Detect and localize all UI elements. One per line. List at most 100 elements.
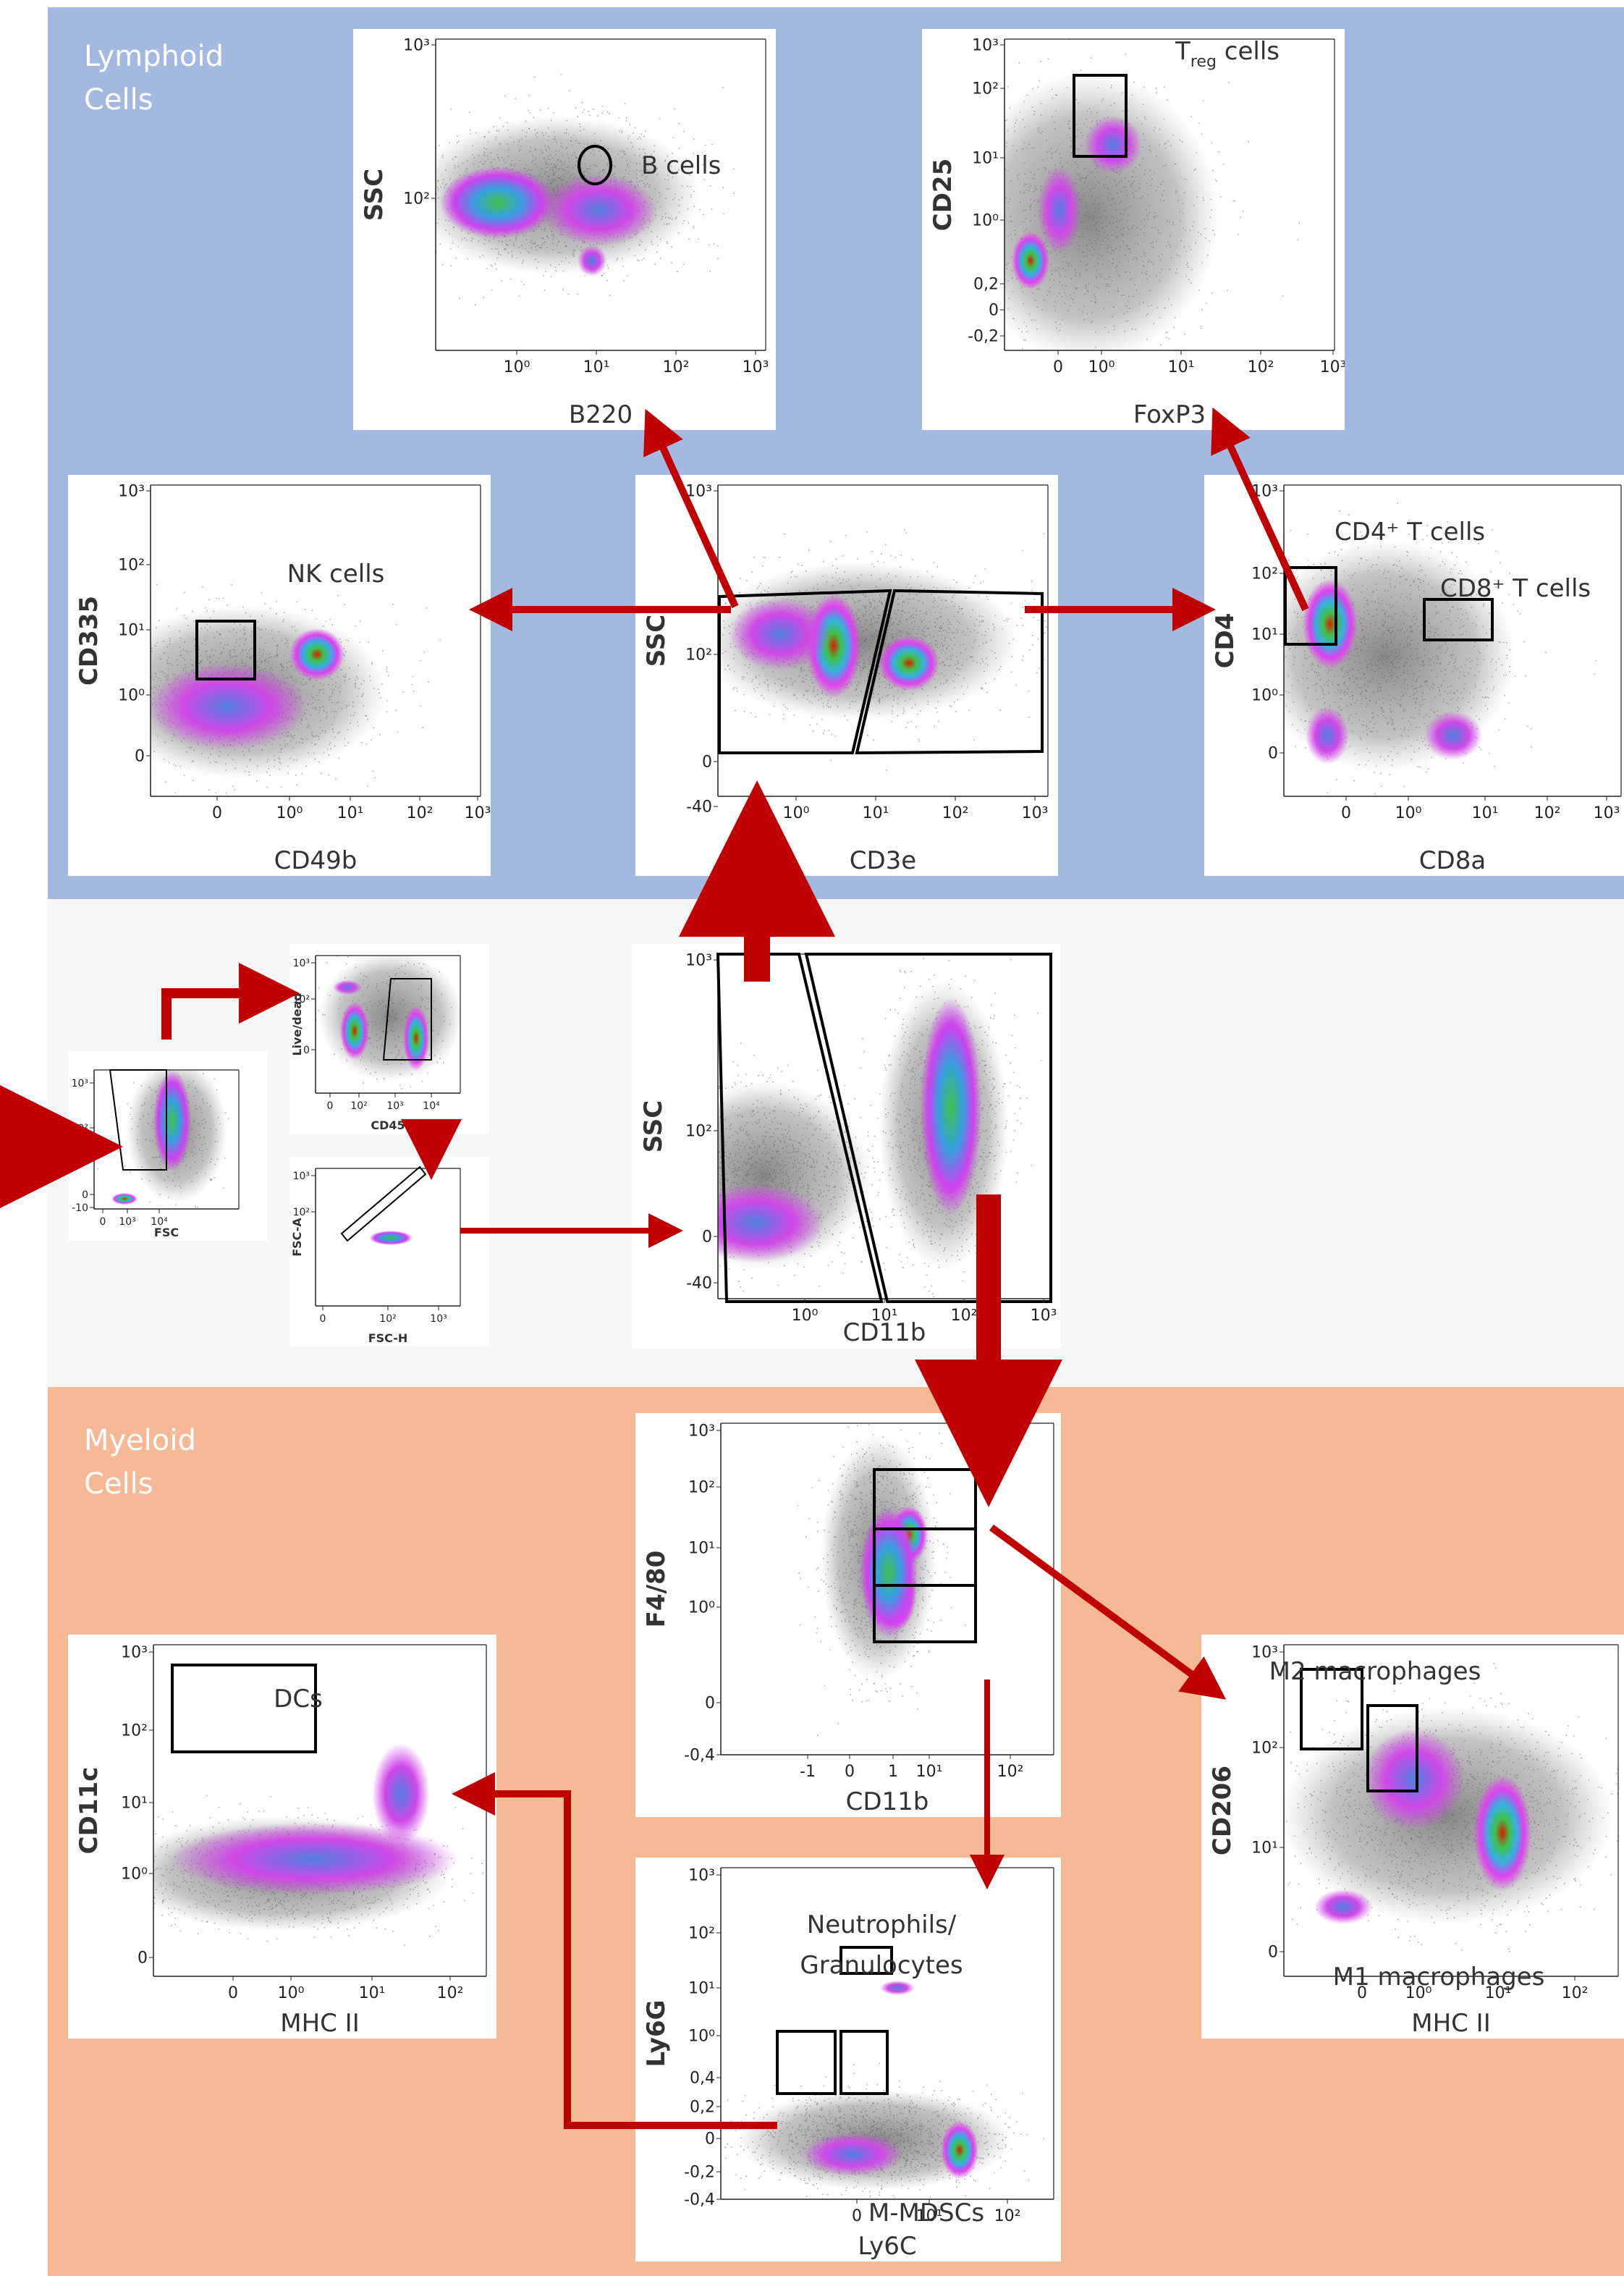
x-axis-label: B220	[569, 400, 633, 429]
x-tick-label: 0	[1357, 1984, 1367, 2002]
gate	[195, 620, 256, 680]
population-density	[578, 245, 606, 277]
y-axis-label: CD206	[1208, 1766, 1237, 1855]
gate-label: Granulocytes	[800, 1951, 963, 1980]
y-tick-label: 0	[702, 754, 712, 772]
x-tick-label: 0	[327, 1100, 334, 1112]
x-tick-label: 1	[888, 1763, 898, 1781]
y-tick-label: 10²	[688, 1479, 715, 1497]
x-tick-label: 10³	[1022, 804, 1049, 822]
x-tick-label: 0	[100, 1216, 106, 1228]
y-tick-label: 10¹	[688, 1540, 715, 1558]
y-tick-label: -40	[686, 798, 712, 817]
y-tick-label: 10¹	[972, 150, 999, 168]
x-tick-label: 10⁰	[792, 1307, 819, 1325]
x-tick-label: 10⁰	[1088, 358, 1115, 376]
gate	[716, 953, 884, 1303]
gate	[840, 2030, 889, 2095]
gate-label: Treg cells	[1175, 37, 1280, 71]
x-tick-label: 0	[1341, 804, 1351, 822]
gate	[1073, 74, 1128, 158]
y-tick-label: 0	[702, 1228, 712, 1247]
y-tick-label: 10⁰	[118, 687, 145, 705]
x-tick-label: 10²	[663, 358, 690, 376]
plot-cd45-livedead: 0 10² 10³ 10⁴ 10³ 10² 0 CD45 Live/dead	[289, 944, 489, 1134]
population-density	[289, 628, 344, 680]
population-density	[1424, 711, 1482, 760]
y-tick-label: -40	[686, 1275, 712, 1293]
population-density	[403, 1006, 429, 1071]
x-tick-label: 10¹	[916, 1763, 943, 1781]
x-tick-label: -1	[800, 1763, 816, 1781]
plot-svg-foxp3-cd25: 0 10⁰ 10¹ 10² 10³ 10³ 10² 10¹ 10⁰ 0,2 0 -0,2 FoxP3 CD…	[929, 37, 1345, 429]
plot-cd3e-ssc: 10⁰ 10¹ 10² 10³ 10³ 10² 0 -40 CD3e SSC	[635, 475, 1058, 876]
plot-area	[724, 1981, 1044, 2199]
y-tick-label: 10³	[685, 952, 712, 970]
population-density	[1363, 1729, 1465, 1830]
population-density	[369, 1231, 413, 1245]
y-tick-label: 0	[989, 302, 999, 320]
y-tick-label: 10⁰	[688, 1599, 715, 1617]
y-axis-label: SSC	[642, 615, 671, 667]
x-axis-label: CD49b	[274, 846, 358, 875]
y-tick-label: 10³	[293, 1171, 310, 1182]
y-tick-label: 0	[135, 748, 145, 766]
y-tick-label: -0,2	[684, 2164, 715, 2182]
x-tick-label: 10³	[386, 1100, 403, 1112]
population-density	[541, 174, 657, 246]
y-tick-label: -10	[72, 1202, 88, 1214]
y-axis-label: CD335	[75, 596, 103, 686]
x-tick-label: 0	[852, 2207, 862, 2225]
x-tick-label: 10²	[437, 1984, 464, 2002]
plot-cd49b-cd335: 0 10⁰ 10¹ 10² 10³ 10³ 10² 10¹ 10⁰ 0 CD49b CD335 NK c…	[68, 475, 491, 876]
myeloid-title: Myeloid Cells	[84, 1424, 196, 1501]
plot-area	[153, 1743, 483, 1946]
x-tick-label: 10⁰	[278, 1984, 305, 2002]
gate	[171, 1664, 317, 1753]
x-axis-label: FSC-H	[368, 1331, 408, 1345]
y-tick-label: 0	[303, 1045, 310, 1056]
y-tick-label: -0,2	[968, 328, 999, 346]
population-density	[111, 1193, 138, 1205]
y-axis-label: CD11c	[75, 1767, 103, 1855]
plot-svg-cd8a-cd4: 0 10⁰ 10¹ 10² 10³ 10³ 10² 10¹ 10⁰ 0 CD8a CD4 CD4⁺ T …	[1211, 483, 1622, 875]
gate	[382, 978, 432, 1061]
y-tick-label: 10²	[121, 1722, 148, 1740]
plot-svg-cd11b-ssc: 10⁰ 10¹ 10² 10³ 10³ 10² 0 -40 CD11b SSC	[639, 952, 1057, 1347]
y-tick-label: 10²	[688, 1925, 715, 1943]
y-tick-label: 10²	[293, 1207, 310, 1218]
y-axis-label: SSC	[639, 1100, 668, 1152]
gate	[1300, 1668, 1363, 1750]
y-tick-label: 10³	[1251, 483, 1278, 501]
population-density	[372, 1743, 430, 1845]
gate-label: CD4⁺ T cells	[1335, 518, 1485, 547]
plot-ly6c-ly6g: 010¹10²10³10³10²10¹10⁰0,40,20-0,2-0,4Ly6…	[635, 1858, 1061, 2262]
x-tick-label: 0	[320, 1313, 326, 1325]
gate	[855, 589, 1044, 755]
lymphoid-title: Lymphoid Cells	[84, 40, 224, 117]
gate	[804, 953, 1052, 1303]
population-density	[1473, 1775, 1531, 1891]
x-tick-label: 10¹	[359, 1984, 386, 2002]
plot-fsch-fsca: 0 10² 10³ 10³ 10² FSC-H FSC-A	[289, 1157, 489, 1346]
population-density	[729, 598, 831, 670]
gate-label: NK cells	[287, 560, 385, 589]
y-tick-label: 10³	[121, 1644, 148, 1662]
population-density	[151, 663, 307, 750]
gate	[840, 1946, 893, 1975]
population-density	[879, 636, 939, 691]
plot-area	[1284, 1663, 1618, 1952]
y-tick-label: 10³	[688, 1867, 715, 1885]
y-tick-label: 0,2	[690, 2099, 715, 2117]
y-tick-label: 10³	[403, 37, 430, 55]
x-tick-label: 10⁴	[423, 1100, 440, 1112]
x-axis-label: CD45	[371, 1118, 405, 1132]
x-axis-label: MHC II	[1411, 2009, 1491, 2038]
x-tick-label: 10³	[743, 358, 769, 376]
y-tick-label: 10⁰	[1251, 687, 1278, 705]
y-tick-label: 0	[705, 1695, 715, 1713]
